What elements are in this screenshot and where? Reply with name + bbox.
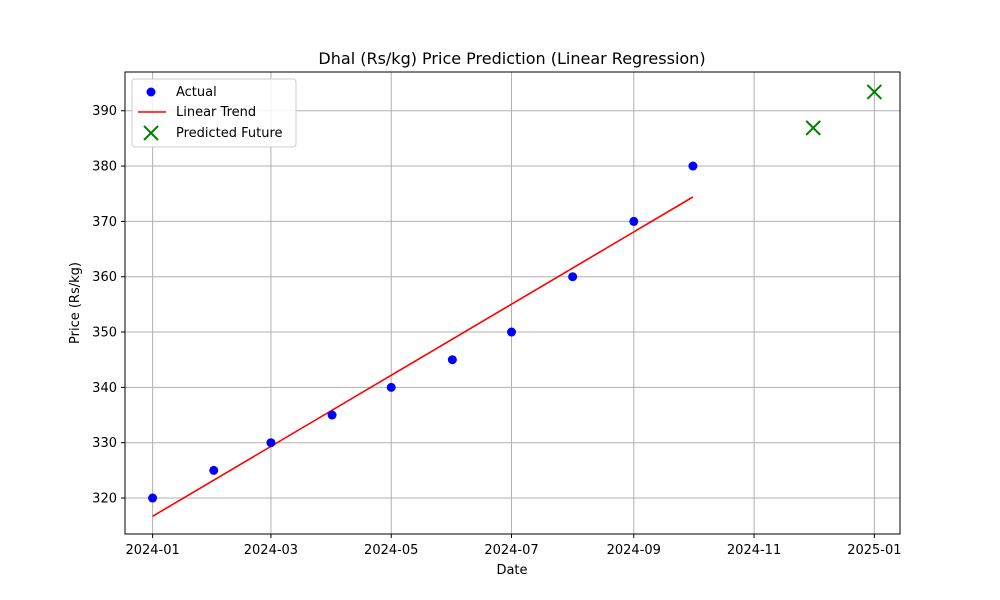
y-tick-label: 340: [92, 381, 117, 396]
legend-box: [131, 78, 297, 148]
y-axis-ticks: 320 330 340 350 360 370 380 390: [92, 104, 125, 507]
x-tick-label: 2024-03: [244, 543, 298, 558]
y-tick-label: 330: [92, 436, 117, 451]
y-tick-label: 380: [92, 160, 117, 175]
actual-point: [327, 410, 337, 420]
y-tick-label: 360: [92, 270, 117, 285]
trend-line: [152, 196, 694, 517]
legend: Actual Linear Trend Predicted Future: [131, 78, 297, 148]
grid: [125, 72, 900, 534]
actual-point: [507, 327, 517, 337]
x-tick-label: 2025-01: [847, 543, 901, 558]
y-tick-label: 370: [92, 215, 117, 230]
y-tick-label: 390: [92, 104, 117, 119]
predicted-point: [805, 120, 821, 136]
y-axis-label: Price (Rs/kg): [68, 262, 83, 344]
plot-frame: [124, 71, 901, 535]
actual-point: [447, 355, 457, 365]
x-axis-ticks: 2024-01 2024-03 2024-05 2024-07 2024-09 2024-…: [125, 534, 902, 558]
actual-point: [629, 216, 639, 226]
x-tick-label: 2024-07: [484, 543, 538, 558]
legend-actual-label: Actual: [176, 85, 217, 100]
trend-layer: [152, 196, 694, 517]
x-tick-label: 2024-11: [727, 543, 781, 558]
actual-point: [209, 465, 219, 475]
y-tick-label: 320: [92, 492, 117, 507]
actual-point: [386, 382, 396, 392]
actual-point: [688, 161, 698, 171]
actual-point: [568, 272, 578, 282]
actual-point: [266, 438, 276, 448]
x-tick-label: 2024-05: [364, 543, 418, 558]
legend-predicted-marker: [143, 125, 159, 141]
x-axis-label: Date: [496, 563, 527, 578]
x-tick-label: 2024-01: [125, 543, 179, 558]
legend-predicted-label: Predicted Future: [176, 126, 283, 141]
legend-actual-marker: [146, 87, 156, 97]
actual-point: [148, 493, 158, 503]
chart-title: Dhal (Rs/kg) Price Prediction (Linear Re…: [318, 49, 705, 68]
points-layer: [148, 84, 883, 503]
x-tick-label: 2024-09: [607, 543, 661, 558]
legend-trend-label: Linear Trend: [176, 105, 256, 120]
y-tick-label: 350: [92, 326, 117, 341]
predicted-point: [866, 84, 883, 100]
